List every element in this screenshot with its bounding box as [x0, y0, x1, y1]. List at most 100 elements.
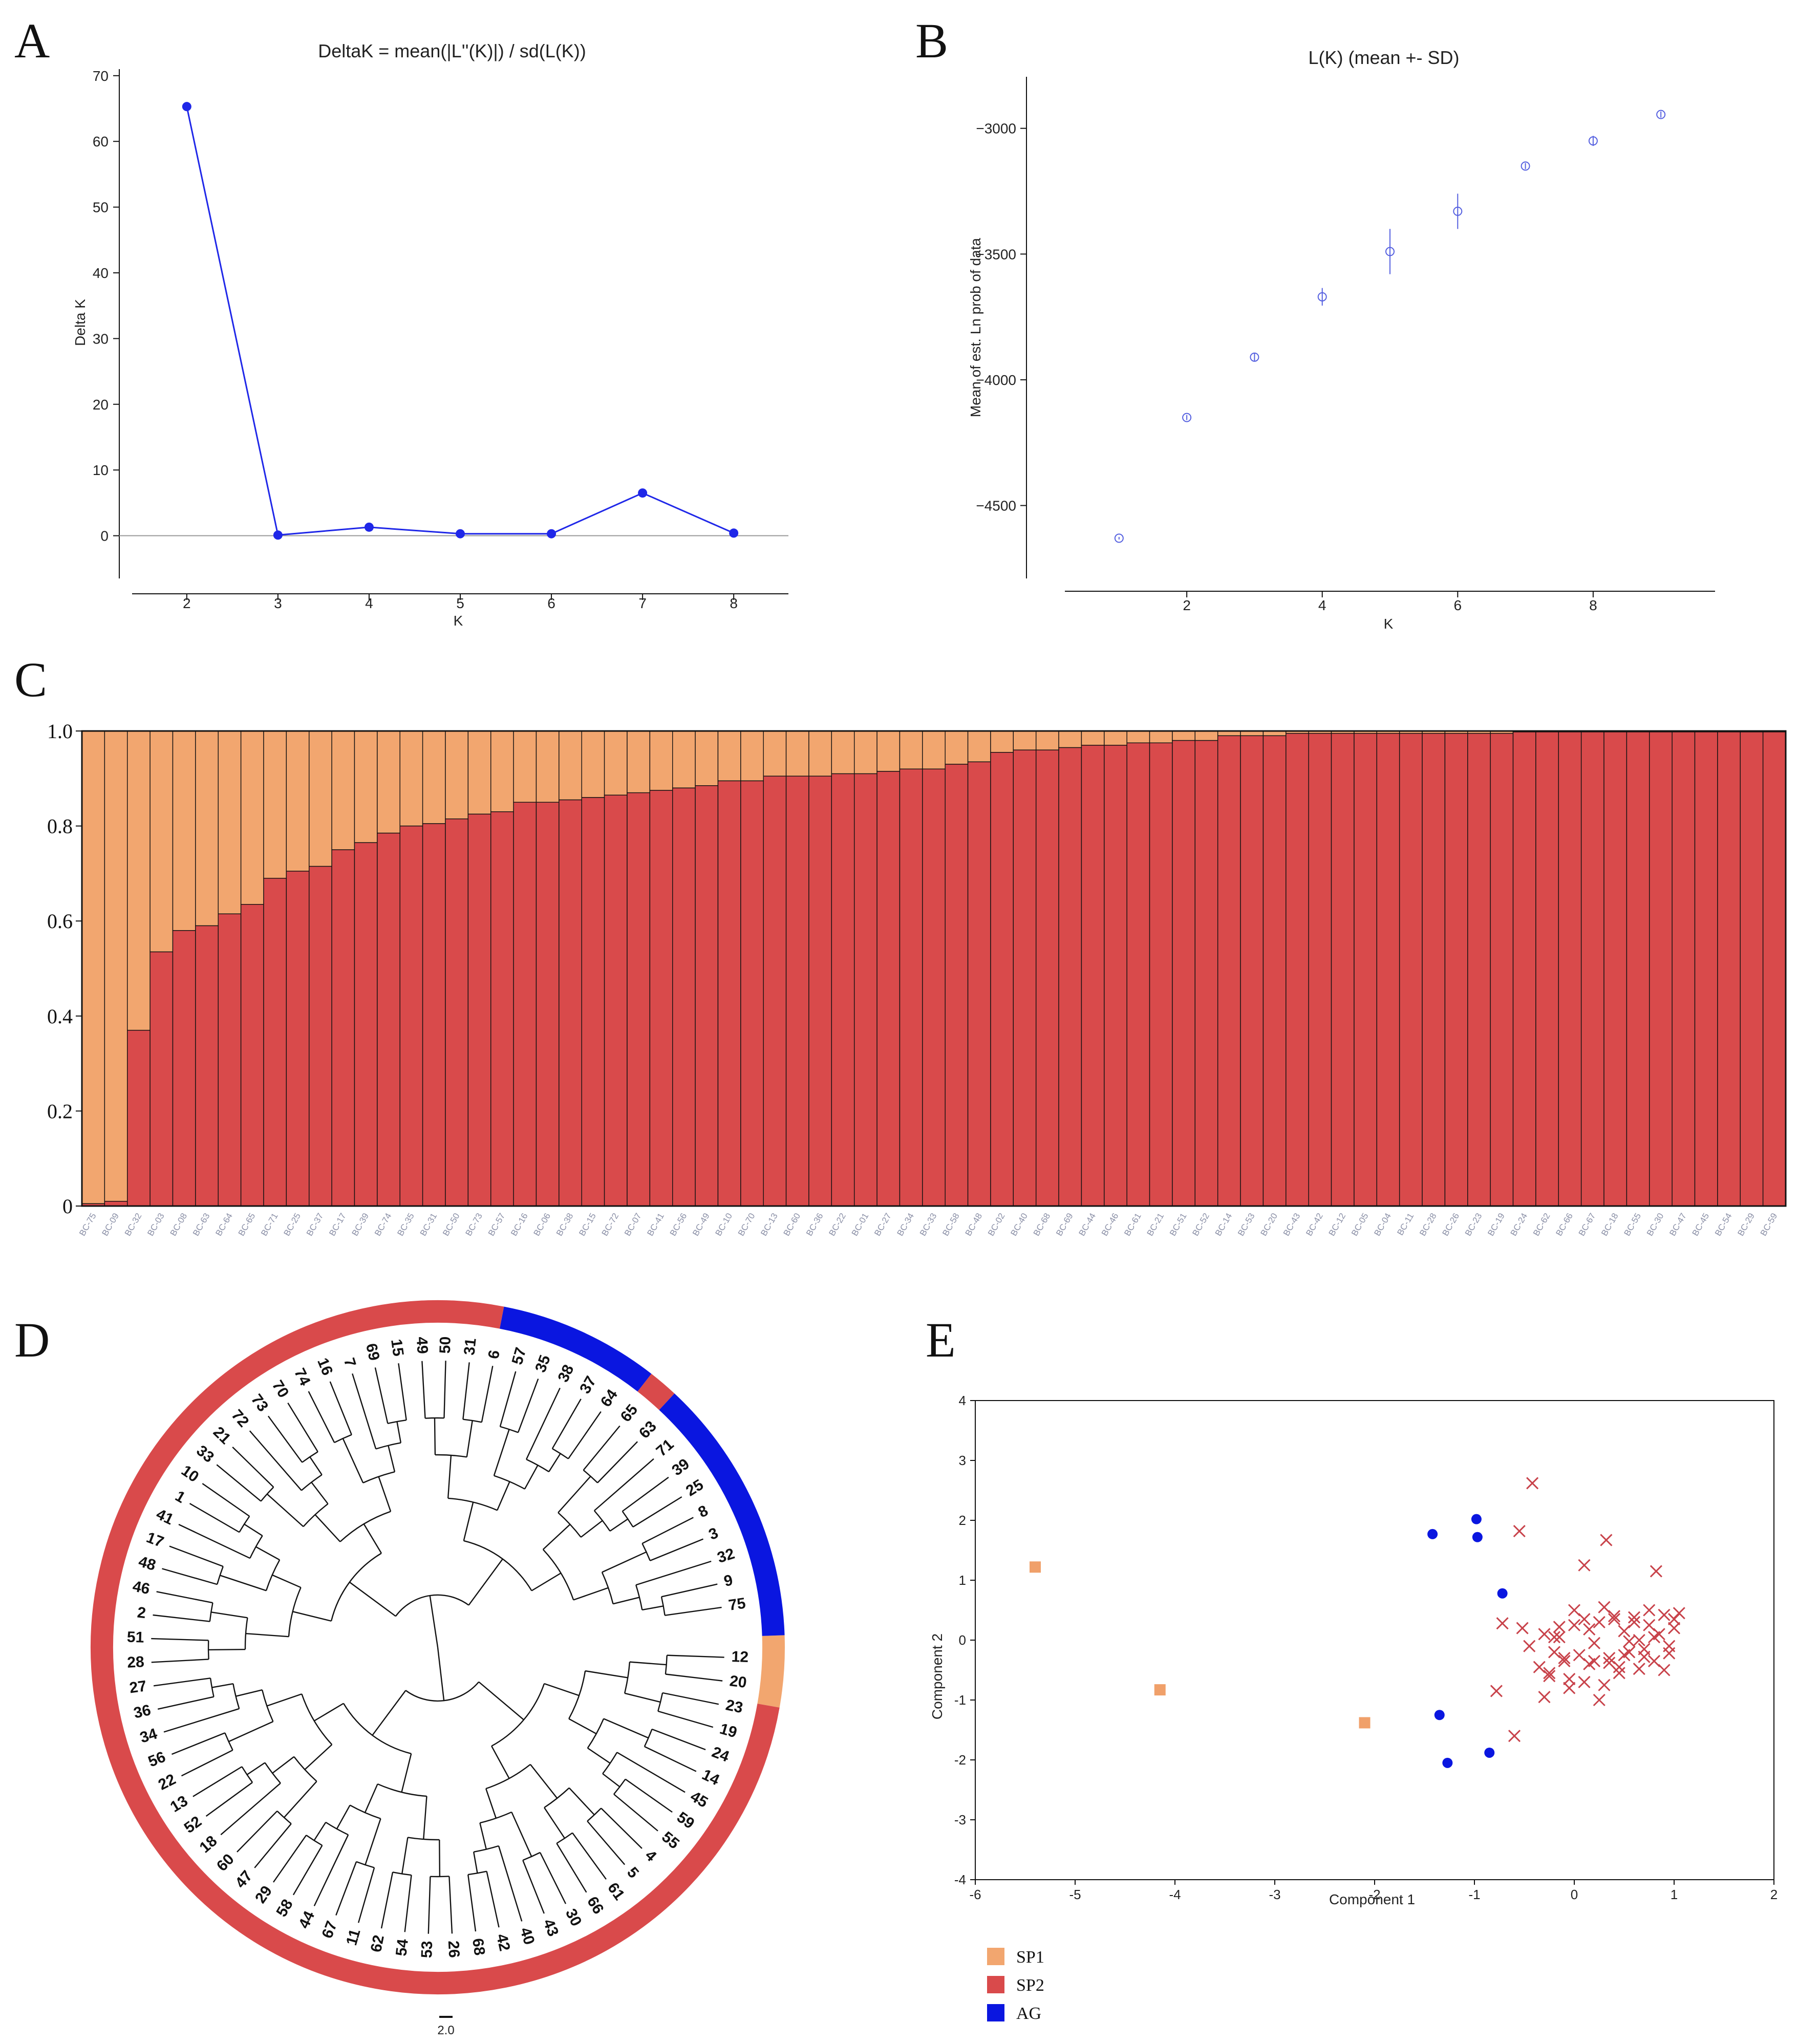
dendrogram-branch	[665, 1606, 722, 1616]
chart-c-bar-sp2-BC-66	[1558, 731, 1582, 1207]
dendrogram-branch	[220, 1575, 267, 1591]
chart-c-sample-label: BC-17	[327, 1212, 348, 1238]
dendrogram-branch	[246, 1762, 266, 1775]
chart-e-legend: SP1 SP2 AG	[987, 1948, 1044, 2023]
chart-c-frame	[81, 730, 1787, 1207]
dendrogram-leaf-label: 49	[413, 1337, 431, 1354]
dendrogram-branch	[447, 1455, 452, 1499]
chart-c-bar-sp2-BC-51	[1172, 740, 1195, 1207]
dendrogram-branch	[624, 1692, 661, 1703]
chart-a-series-line	[186, 106, 734, 536]
chart-e-y-tick-label: 4	[959, 1393, 966, 1408]
dendrogram-arc	[463, 1540, 532, 1591]
dendrogram-branch	[632, 1496, 682, 1527]
chart-e-point-sp2	[1603, 1656, 1616, 1669]
chart-c-sample-label: BC-14	[1213, 1212, 1234, 1238]
dendrogram-branch	[388, 1445, 396, 1472]
chart-c-bar-sp1-BC-41	[649, 730, 673, 791]
chart-c-bar-sp2-BC-53	[1240, 735, 1264, 1207]
chart-a-y-ticks: 0 10 20 30 40 50 60 70	[93, 68, 119, 544]
chart-c-sample-label: BC-26	[1441, 1212, 1462, 1238]
dendrogram-branch	[522, 1860, 545, 1914]
chart-e-point-sp1	[1154, 1684, 1166, 1696]
chart-e-point-sp2	[1583, 1623, 1596, 1636]
chart-c-bar-sp1-BC-36	[808, 730, 832, 777]
chart-b-y-tick-label: −3000	[976, 121, 1016, 137]
dendrogram-branch	[313, 1834, 349, 1906]
chart-c-y-tick-label: 0	[62, 1195, 73, 1218]
chart-c-bar-sp1-BC-03	[149, 730, 174, 953]
chart-e-point-sp2	[1588, 1637, 1601, 1649]
chart-c-sample-label: BC-03	[145, 1212, 166, 1238]
dendrogram-leaf-label: 9	[722, 1572, 735, 1590]
chart-e-y-tick-label: -1	[954, 1692, 966, 1708]
chart-a-y-tick-label: 0	[100, 528, 109, 544]
chart-e-y-tick-label: -2	[954, 1752, 966, 1768]
chart-c-bar-sp1-BC-15	[581, 730, 605, 798]
chart-e-point-sp2	[1533, 1661, 1546, 1673]
chart-c-bar-sp1-BC-48	[967, 730, 991, 763]
chart-c-bar-sp1-BC-08	[172, 730, 196, 931]
dendrogram-leaf-label: 31	[461, 1337, 479, 1356]
chart-c-bar-sp2-BC-68	[1035, 749, 1059, 1207]
dendrogram-branch	[585, 1670, 628, 1679]
dendrogram-branch	[169, 1545, 224, 1567]
chart-c-bar-sp1-BC-35	[399, 730, 423, 827]
dendrogram-branch	[304, 1744, 333, 1770]
chart-c-bar-sp2-BC-54	[1717, 731, 1741, 1207]
chart-c-sample-label: BC-68	[1032, 1212, 1053, 1238]
chart-c-bar-sp2-BC-07	[627, 792, 651, 1207]
dendrogram-leaf-label: 21	[210, 1424, 234, 1448]
chart-e-y-tick-label: 0	[959, 1632, 966, 1648]
dendrogram-arc	[293, 1756, 317, 1782]
dendrogram-arc	[264, 1762, 281, 1784]
chart-c-sample-label: BC-22	[827, 1212, 848, 1238]
chart-c-sample-label: BC-53	[1236, 1212, 1257, 1238]
dendrogram-arc	[209, 1602, 213, 1622]
dendrogram-leaf-label: 53	[418, 1941, 436, 1958]
chart-c-bar-sp2-BC-05	[1354, 733, 1377, 1207]
chart-c-y-tick-label: 0.6	[47, 910, 73, 933]
dendrogram-arc	[435, 1454, 467, 1458]
panel-d: D 75932382539716365643738355763150491569…	[14, 1300, 785, 2037]
chart-c-bar-sp2-BC-18	[1603, 731, 1628, 1207]
dendrogram-branch	[652, 1728, 706, 1751]
chart-c-sample-label: BC-25	[282, 1212, 303, 1238]
chart-c-bar-sp1-BC-58	[945, 730, 969, 765]
dendrogram-leaf-label: 64	[597, 1386, 621, 1410]
dendrogram-branch	[580, 1520, 603, 1538]
dendrogram-branch	[463, 1502, 474, 1541]
chart-c-bar-sp1-BC-60	[785, 730, 809, 777]
chart-c-sample-label: BC-42	[1304, 1212, 1325, 1238]
dendrogram-ring-segment-ag	[499, 1306, 652, 1392]
chart-c-bar-sp2-BC-60	[785, 776, 809, 1207]
dendrogram-branch	[342, 1438, 364, 1483]
dendrogram-leaf-label: 68	[469, 1938, 488, 1956]
chart-c-sample-label: BC-21	[1145, 1212, 1166, 1238]
dendrogram-leaf-label: 45	[688, 1788, 711, 1811]
dendrogram-arc	[375, 1442, 401, 1450]
dendrogram-branch	[336, 1804, 351, 1830]
dendrogram-branch	[157, 1696, 214, 1710]
dendrogram-branch	[601, 1808, 643, 1849]
dendrogram-branch	[313, 1822, 327, 1841]
dendrogram-arc	[302, 1451, 318, 1463]
dendrogram-branch	[404, 1875, 412, 1932]
chart-e-point-sp2	[1543, 1670, 1556, 1683]
chart-e-point-sp2	[1538, 1628, 1551, 1641]
dendrogram-branch	[380, 1872, 394, 1929]
dendrogram-branch	[572, 1832, 607, 1880]
chart-c-bar-sp2-BC-50	[445, 818, 469, 1207]
chart-b-x-ticks: 2 4 6 8	[1183, 591, 1597, 613]
dendrogram-arc	[500, 1426, 519, 1433]
chart-c-sample-label: BC-63	[191, 1212, 212, 1238]
dendrogram-branch	[232, 1447, 274, 1488]
dendrogram-branch	[329, 1381, 352, 1435]
chart-e-point-sp2	[1647, 1654, 1661, 1668]
dendrogram-leaf-label: 60	[213, 1851, 238, 1875]
dendrogram-leaf-label: 44	[295, 1908, 318, 1931]
chart-c-bar-sp1-BC-40	[1013, 730, 1037, 750]
dendrogram-arc	[217, 1566, 224, 1585]
chart-c-sample-label: BC-57	[486, 1212, 507, 1238]
chart-c-bar-sp1-BC-37	[309, 730, 332, 867]
